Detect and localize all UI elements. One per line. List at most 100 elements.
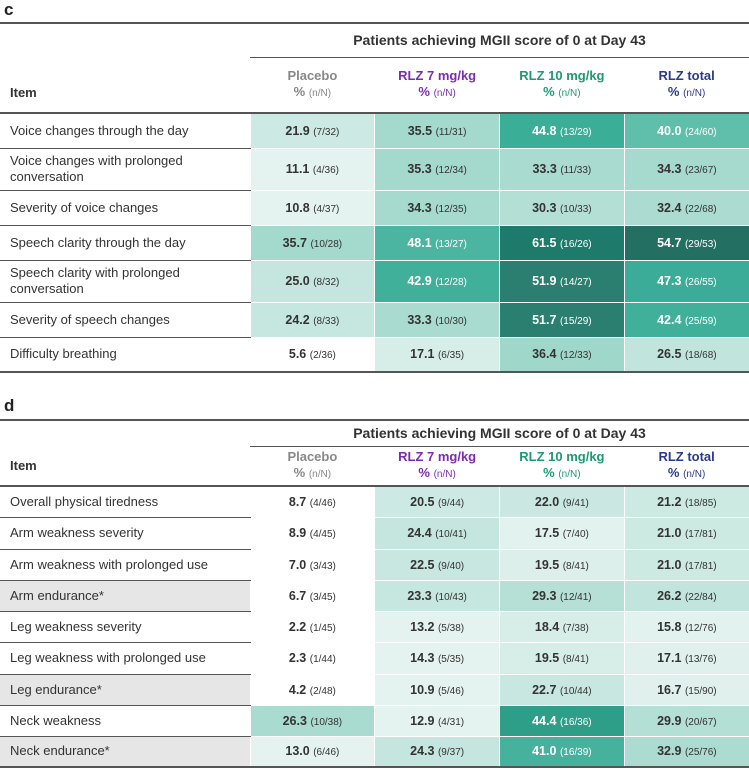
table-row: Voice changes with prolonged conversatio…: [0, 147, 749, 191]
cell-value: 35.3: [407, 162, 432, 176]
cell-nn: (4/31): [437, 716, 465, 728]
cell-value: 42.9: [407, 274, 432, 288]
cell-nn: (4/45): [309, 529, 336, 540]
cell-nn: (6/46): [313, 747, 340, 759]
group-title: Patients achieving MGII score of 0 at Da…: [250, 419, 749, 447]
value-cell: 42.9 (12/28): [374, 259, 500, 303]
cell-value: 8.9: [288, 526, 307, 540]
column-percent: %: [543, 464, 555, 480]
blank-corner: [0, 419, 250, 446]
row-item-label: Voice changes with prolonged conversatio…: [0, 147, 250, 191]
cell-nn: (9/37): [437, 747, 465, 759]
cell-value: 26.3: [282, 713, 307, 728]
cell-nn: (8/41): [562, 654, 589, 665]
cell-value: 4.2: [288, 682, 307, 697]
cell-value: 22.0: [534, 494, 560, 509]
cell-nn: (10/41): [435, 529, 467, 540]
cell-value: 7.0: [288, 557, 307, 572]
column-unit: % (n/N): [624, 84, 749, 102]
value-cell: 26.3 (10/38): [249, 704, 375, 737]
table-row: Severity of voice changes 10.8 (4/37) 34.3…: [0, 189, 749, 226]
cell-value: 44.4: [532, 713, 557, 728]
value-cell: 22.7 (10/44): [499, 673, 625, 706]
table-row: Overall physical tiredness 8.7 (4/46) 20.5…: [0, 485, 749, 518]
value-cell: 61.5 (16/26): [499, 224, 625, 261]
cell-nn: (14/27): [559, 277, 592, 288]
cell-nn: (29/53): [684, 238, 717, 250]
cell-nn: (8/32): [313, 277, 340, 288]
cell-value: 34.3: [407, 200, 432, 215]
cell-value: 35.5: [407, 123, 433, 138]
cell-nn: (1/45): [309, 622, 336, 634]
group-title: Patients achieving MGII score of 0 at Da…: [250, 22, 749, 58]
cell-value: 21.0: [657, 557, 682, 572]
value-cell: 6.7 (3/45): [249, 579, 375, 612]
cell-value: 32.9: [657, 744, 682, 759]
column-header: RLZ 7 mg/kg% (n/N): [374, 57, 500, 114]
cell-value: 10.9: [410, 682, 435, 697]
value-cell: 18.4 (7/38): [499, 610, 625, 643]
cell-value: 18.4: [534, 619, 560, 634]
column-name: Placebo: [287, 448, 338, 464]
value-cell: 11.1 (4/36): [249, 147, 375, 191]
value-cell: 7.0 (3/43): [249, 548, 375, 581]
column-name: Placebo: [287, 67, 338, 83]
cell-value: 19.5: [534, 557, 560, 572]
cell-value: 8.7: [288, 494, 307, 509]
row-item-label: Overall physical tiredness: [0, 485, 250, 518]
row-item-label: Speech clarity through the day: [0, 224, 250, 261]
value-cell: 42.4 (25/59): [623, 301, 749, 338]
value-cell: 17.5 (7/40): [499, 516, 625, 550]
row-item-label: Leg endurance*: [0, 673, 250, 706]
cell-value: 42.4: [657, 312, 682, 327]
cell-value: 13.2: [410, 619, 435, 634]
value-cell: 21.0 (17/81): [623, 516, 749, 550]
column-nn: (n/N): [433, 468, 456, 480]
cell-value: 6.7: [288, 588, 307, 603]
cell-nn: (13/27): [435, 238, 467, 250]
table-row: Severity of speech changes 24.2 (8/33) 33.…: [0, 301, 749, 338]
value-cell: 47.3 (26/55): [623, 259, 749, 303]
column-name: RLZ 7 mg/kg: [398, 448, 477, 464]
table-d: Patients achieving MGII score of 0 at Da…: [0, 419, 749, 768]
cell-nn: (16/26): [559, 238, 592, 250]
table-row: Leg weakness with prolonged use 2.3 (1/44…: [0, 641, 749, 675]
cell-nn: (12/76): [684, 622, 717, 634]
cell-value: 48.1: [407, 235, 432, 250]
cell-nn: (5/35): [437, 654, 465, 665]
column-unit: % (n/N): [500, 84, 625, 102]
cell-nn: (23/67): [684, 165, 717, 176]
row-item-label: Voice changes through the day: [0, 112, 250, 149]
cell-value: 13.0: [285, 744, 310, 759]
value-cell: 33.3 (10/30): [374, 301, 500, 338]
cell-value: 22.5: [410, 557, 435, 572]
cell-value: 34.3: [657, 162, 682, 176]
cell-nn: (18/85): [684, 497, 717, 509]
value-cell: 29.9 (20/67): [623, 704, 749, 737]
cell-value: 29.3: [532, 588, 557, 603]
cell-value: 14.3: [410, 651, 435, 665]
cell-nn: (25/59): [684, 315, 717, 327]
table-row: Arm weakness severity 8.9 (4/45) 24.4 (10/…: [0, 516, 749, 550]
column-percent: %: [667, 83, 680, 99]
cell-nn: (3/45): [309, 591, 336, 603]
value-cell: 16.7 (15/90): [623, 673, 749, 706]
value-cell: 8.9 (4/45): [249, 516, 375, 550]
column-nn: (n/N): [433, 87, 456, 99]
cell-nn: (9/41): [562, 497, 589, 509]
column-nn: (n/N): [308, 468, 332, 480]
cell-value: 21.9: [285, 123, 310, 138]
value-cell: 17.1 (13/76): [623, 641, 749, 675]
value-cell: 33.3 (11/33): [499, 147, 625, 191]
cell-value: 26.2: [657, 588, 682, 603]
blank-corner: [0, 22, 250, 57]
column-percent: %: [667, 464, 680, 480]
column-nn: (n/N): [558, 468, 581, 480]
value-cell: 19.5 (8/41): [499, 548, 625, 581]
value-cell: 14.3 (5/35): [374, 641, 500, 675]
cell-value: 40.0: [657, 123, 682, 138]
column-percent: %: [293, 464, 306, 480]
cell-nn: (4/36): [312, 165, 339, 176]
row-item-label: Severity of speech changes: [0, 301, 250, 338]
cell-nn: (9/44): [437, 497, 465, 509]
